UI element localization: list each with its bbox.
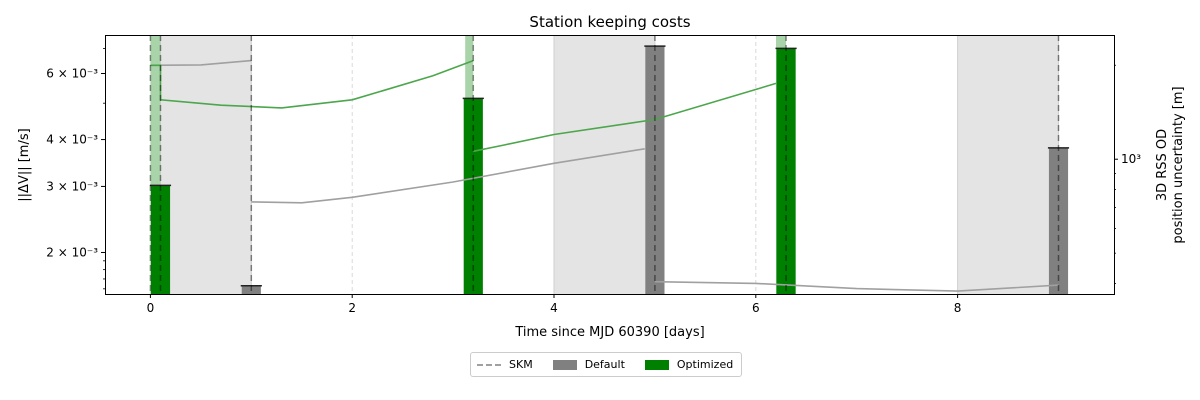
default-bar	[1048, 147, 1069, 294]
chart-title: Station keeping costs	[529, 13, 690, 31]
axes-layer: 0 2 4 6 8 2 × 10⁻³ 3 × 10⁻³ 4 × 10⁻³ 6 × 10⁻³ 10³	[46, 47, 1141, 315]
default-tracking-window	[160, 35, 252, 294]
default-tracking-window	[957, 35, 1059, 294]
x-tick-label: 0	[147, 301, 155, 315]
x-axis-label: Time since MJD 60390 [days]	[514, 325, 704, 340]
optimized-bar	[150, 185, 171, 294]
y2-axis-label-line2: position uncertainty [m]	[1171, 86, 1186, 243]
y2-axis-label-line1: 3D RSS OD	[1155, 129, 1170, 201]
x-tick-label: 4	[550, 301, 558, 315]
x-tick-label: 6	[752, 301, 760, 315]
default-uncertainty-line	[150, 59, 252, 67]
y-tick-label: 6 × 10⁻³	[46, 67, 98, 81]
chart-legend: SKM Default Optimized	[470, 352, 743, 377]
legend-item-default: Default	[552, 358, 625, 371]
legend-label-skm: SKM	[509, 358, 533, 371]
legend-label-default: Default	[584, 358, 625, 371]
default-uncertainty-line	[251, 148, 645, 204]
optimized-bar	[463, 98, 483, 294]
optimized-uncertainty-line	[473, 82, 777, 153]
optimized-tracking-window	[150, 35, 161, 294]
default-bar	[645, 46, 665, 294]
y-axis-label: ||ΔV|| [m/s]	[17, 128, 32, 201]
optimized-bar	[776, 48, 796, 295]
marks-layer	[149, 35, 1070, 295]
plot-frame	[105, 35, 1115, 295]
y-tick-label: 3 × 10⁻³	[46, 179, 98, 193]
legend-swatch-skm	[477, 363, 501, 366]
legend-item-optimized: Optimized	[644, 358, 734, 371]
default-uncertainty-line	[654, 280, 1059, 292]
y-tick-label: 4 × 10⁻³	[46, 133, 98, 147]
legend-label-optimized: Optimized	[676, 358, 734, 371]
legend-swatch-optimized	[644, 359, 669, 370]
x-tick-label: 2	[348, 301, 356, 315]
y-tick-label: 2 × 10⁻³	[46, 245, 98, 259]
default-tracking-window	[554, 35, 655, 294]
default-bar	[241, 285, 261, 294]
y2-tick-label: 10³	[1121, 152, 1141, 166]
background-layer	[150, 35, 1060, 294]
legend-swatch-default	[552, 359, 577, 370]
optimized-uncertainty-line	[150, 59, 474, 109]
legend-item-skm: SKM	[477, 358, 533, 371]
x-tick-label: 8	[954, 301, 962, 315]
